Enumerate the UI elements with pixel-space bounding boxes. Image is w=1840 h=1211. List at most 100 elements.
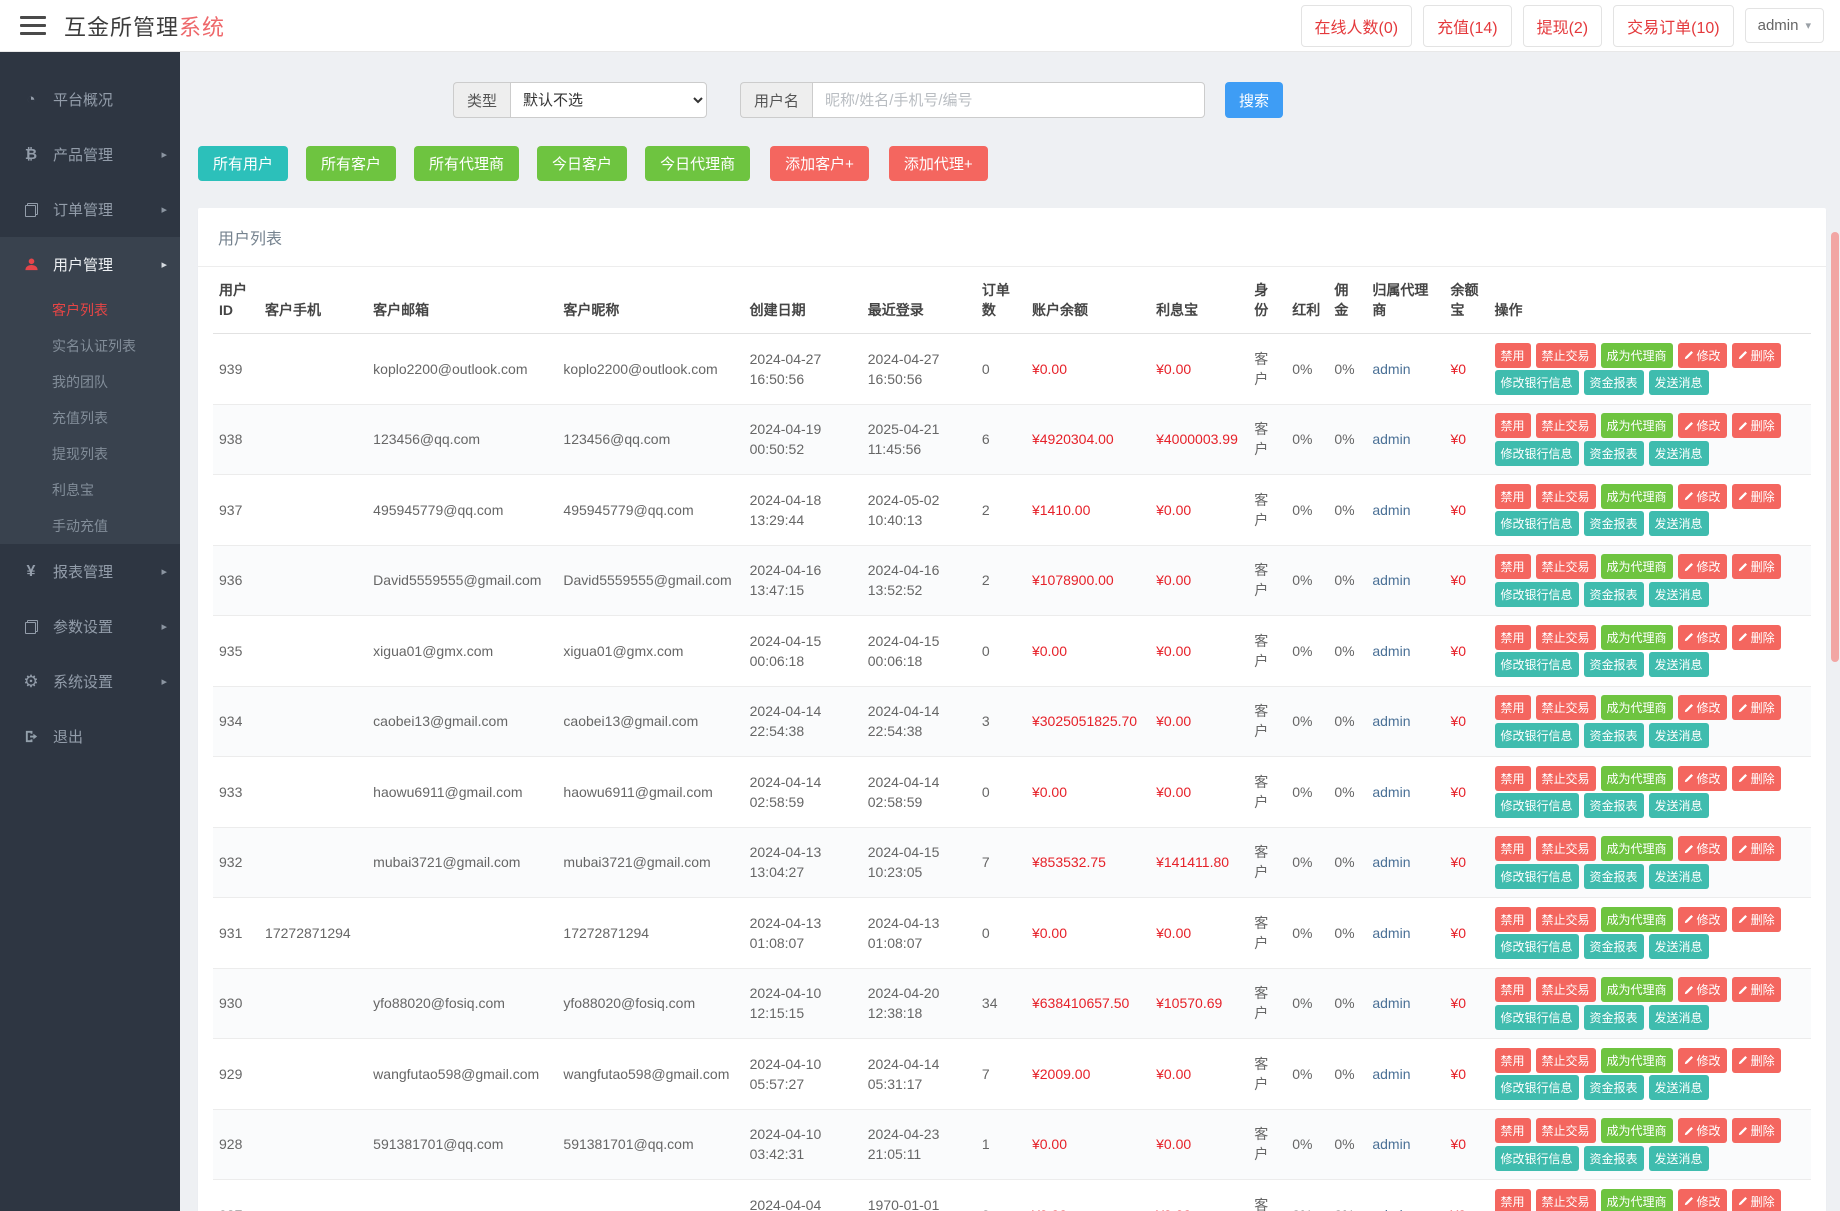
submenu-item-interest[interactable]: 利息宝	[52, 482, 94, 498]
forbid-trade-button[interactable]: 禁止交易	[1535, 836, 1596, 862]
delete-button[interactable]: 删除	[1731, 1188, 1781, 1211]
edit-bank-button[interactable]: 修改银行信息	[1494, 1075, 1579, 1101]
all-users-button[interactable]: 所有用户	[198, 146, 289, 181]
disable-button[interactable]: 禁用	[1494, 624, 1531, 650]
disable-button[interactable]: 禁用	[1494, 977, 1531, 1003]
scrollbar-thumb[interactable]	[1831, 232, 1839, 662]
fund-report-button[interactable]: 资金报表	[1583, 370, 1644, 396]
send-message-button[interactable]: 发送消息	[1648, 1075, 1709, 1101]
disable-button[interactable]: 禁用	[1494, 342, 1531, 368]
fund-report-button[interactable]: 资金报表	[1583, 1075, 1644, 1101]
edit-bank-button[interactable]: 修改银行信息	[1494, 511, 1579, 537]
disable-button[interactable]: 禁用	[1494, 554, 1531, 580]
sidebar-item-products[interactable]: ₿ 产品管理 ▸	[0, 127, 180, 182]
disable-button[interactable]: 禁用	[1494, 413, 1531, 439]
send-message-button[interactable]: 发送消息	[1648, 440, 1709, 466]
fund-report-button[interactable]: 资金报表	[1583, 934, 1644, 960]
fund-report-button[interactable]: 资金报表	[1583, 511, 1644, 537]
sidebar-item-system[interactable]: ⚙ 系统设置 ▸	[0, 654, 180, 709]
edit-button[interactable]: 修改	[1677, 906, 1727, 932]
sidebar-item-users[interactable]: 用户管理 ▸	[0, 237, 180, 292]
fund-report-button[interactable]: 资金报表	[1583, 1004, 1644, 1030]
edit-button[interactable]: 修改	[1677, 765, 1727, 791]
sidebar-item-logout[interactable]: 退出	[0, 709, 180, 764]
submenu-item-kyc-list[interactable]: 实名认证列表	[52, 338, 136, 354]
edit-bank-button[interactable]: 修改银行信息	[1494, 652, 1579, 678]
send-message-button[interactable]: 发送消息	[1648, 722, 1709, 748]
edit-bank-button[interactable]: 修改银行信息	[1494, 440, 1579, 466]
submenu-item-recharge-list[interactable]: 充值列表	[52, 410, 108, 426]
edit-bank-button[interactable]: 修改银行信息	[1494, 1004, 1579, 1030]
forbid-trade-button[interactable]: 禁止交易	[1535, 695, 1596, 721]
make-agent-button[interactable]: 成为代理商	[1600, 624, 1673, 650]
username-search-input[interactable]	[812, 82, 1206, 118]
delete-button[interactable]: 删除	[1731, 1118, 1781, 1144]
fund-report-button[interactable]: 资金报表	[1583, 652, 1644, 678]
fund-report-button[interactable]: 资金报表	[1583, 863, 1644, 889]
fund-report-button[interactable]: 资金报表	[1583, 1145, 1644, 1171]
send-message-button[interactable]: 发送消息	[1648, 934, 1709, 960]
edit-button[interactable]: 修改	[1677, 413, 1727, 439]
forbid-trade-button[interactable]: 禁止交易	[1535, 554, 1596, 580]
add-agent-button[interactable]: 添加代理+	[888, 146, 988, 181]
send-message-button[interactable]: 发送消息	[1648, 1145, 1709, 1171]
edit-button[interactable]: 修改	[1677, 836, 1727, 862]
sidebar-item-reports[interactable]: ¥ 报表管理 ▸	[0, 544, 180, 599]
fund-report-button[interactable]: 资金报表	[1583, 581, 1644, 607]
edit-button[interactable]: 修改	[1677, 1188, 1727, 1211]
edit-button[interactable]: 修改	[1677, 1047, 1727, 1073]
today-customers-button[interactable]: 今日客户	[537, 146, 628, 181]
delete-button[interactable]: 删除	[1731, 906, 1781, 932]
all-customers-button[interactable]: 所有客户	[306, 146, 397, 181]
hamburger-menu-icon[interactable]	[20, 16, 46, 35]
submenu-item-manual-recharge[interactable]: 手动充值	[52, 518, 108, 534]
delete-button[interactable]: 删除	[1731, 483, 1781, 509]
admin-user-menu[interactable]: admin ▾	[1744, 8, 1824, 43]
make-agent-button[interactable]: 成为代理商	[1600, 554, 1673, 580]
topbar-stat-button-3[interactable]: 交易订单(10)	[1613, 4, 1734, 47]
topbar-stat-button-0[interactable]: 在线人数(0)	[1300, 4, 1413, 47]
delete-button[interactable]: 删除	[1731, 977, 1781, 1003]
make-agent-button[interactable]: 成为代理商	[1600, 977, 1673, 1003]
forbid-trade-button[interactable]: 禁止交易	[1535, 483, 1596, 509]
today-agents-button[interactable]: 今日代理商	[645, 146, 751, 181]
forbid-trade-button[interactable]: 禁止交易	[1535, 906, 1596, 932]
edit-button[interactable]: 修改	[1677, 695, 1727, 721]
sidebar-item-dashboard[interactable]: ◔ 平台概况	[0, 72, 180, 127]
edit-bank-button[interactable]: 修改银行信息	[1494, 793, 1579, 819]
make-agent-button[interactable]: 成为代理商	[1600, 413, 1673, 439]
make-agent-button[interactable]: 成为代理商	[1600, 765, 1673, 791]
send-message-button[interactable]: 发送消息	[1648, 1004, 1709, 1030]
vertical-scrollbar[interactable]	[1831, 52, 1839, 1211]
sidebar-item-params[interactable]: 参数设置 ▸	[0, 599, 180, 654]
forbid-trade-button[interactable]: 禁止交易	[1535, 413, 1596, 439]
add-customer-button[interactable]: 添加客户+	[770, 146, 869, 181]
edit-bank-button[interactable]: 修改银行信息	[1494, 722, 1579, 748]
submenu-item-withdraw-list[interactable]: 提现列表	[52, 446, 108, 462]
forbid-trade-button[interactable]: 禁止交易	[1535, 1047, 1596, 1073]
forbid-trade-button[interactable]: 禁止交易	[1535, 765, 1596, 791]
make-agent-button[interactable]: 成为代理商	[1600, 906, 1673, 932]
disable-button[interactable]: 禁用	[1494, 695, 1531, 721]
make-agent-button[interactable]: 成为代理商	[1600, 483, 1673, 509]
make-agent-button[interactable]: 成为代理商	[1600, 1047, 1673, 1073]
forbid-trade-button[interactable]: 禁止交易	[1535, 1188, 1596, 1211]
edit-button[interactable]: 修改	[1677, 483, 1727, 509]
disable-button[interactable]: 禁用	[1494, 765, 1531, 791]
edit-bank-button[interactable]: 修改银行信息	[1494, 863, 1579, 889]
sidebar-item-orders[interactable]: 订单管理 ▸	[0, 182, 180, 237]
type-filter-select[interactable]: 默认不选	[510, 82, 708, 118]
disable-button[interactable]: 禁用	[1494, 836, 1531, 862]
delete-button[interactable]: 删除	[1731, 836, 1781, 862]
make-agent-button[interactable]: 成为代理商	[1600, 1118, 1673, 1144]
edit-bank-button[interactable]: 修改银行信息	[1494, 370, 1579, 396]
fund-report-button[interactable]: 资金报表	[1583, 440, 1644, 466]
delete-button[interactable]: 删除	[1731, 695, 1781, 721]
delete-button[interactable]: 删除	[1731, 765, 1781, 791]
delete-button[interactable]: 删除	[1731, 342, 1781, 368]
edit-bank-button[interactable]: 修改银行信息	[1494, 581, 1579, 607]
send-message-button[interactable]: 发送消息	[1648, 793, 1709, 819]
disable-button[interactable]: 禁用	[1494, 1118, 1531, 1144]
all-agents-button[interactable]: 所有代理商	[414, 146, 520, 181]
fund-report-button[interactable]: 资金报表	[1583, 722, 1644, 748]
